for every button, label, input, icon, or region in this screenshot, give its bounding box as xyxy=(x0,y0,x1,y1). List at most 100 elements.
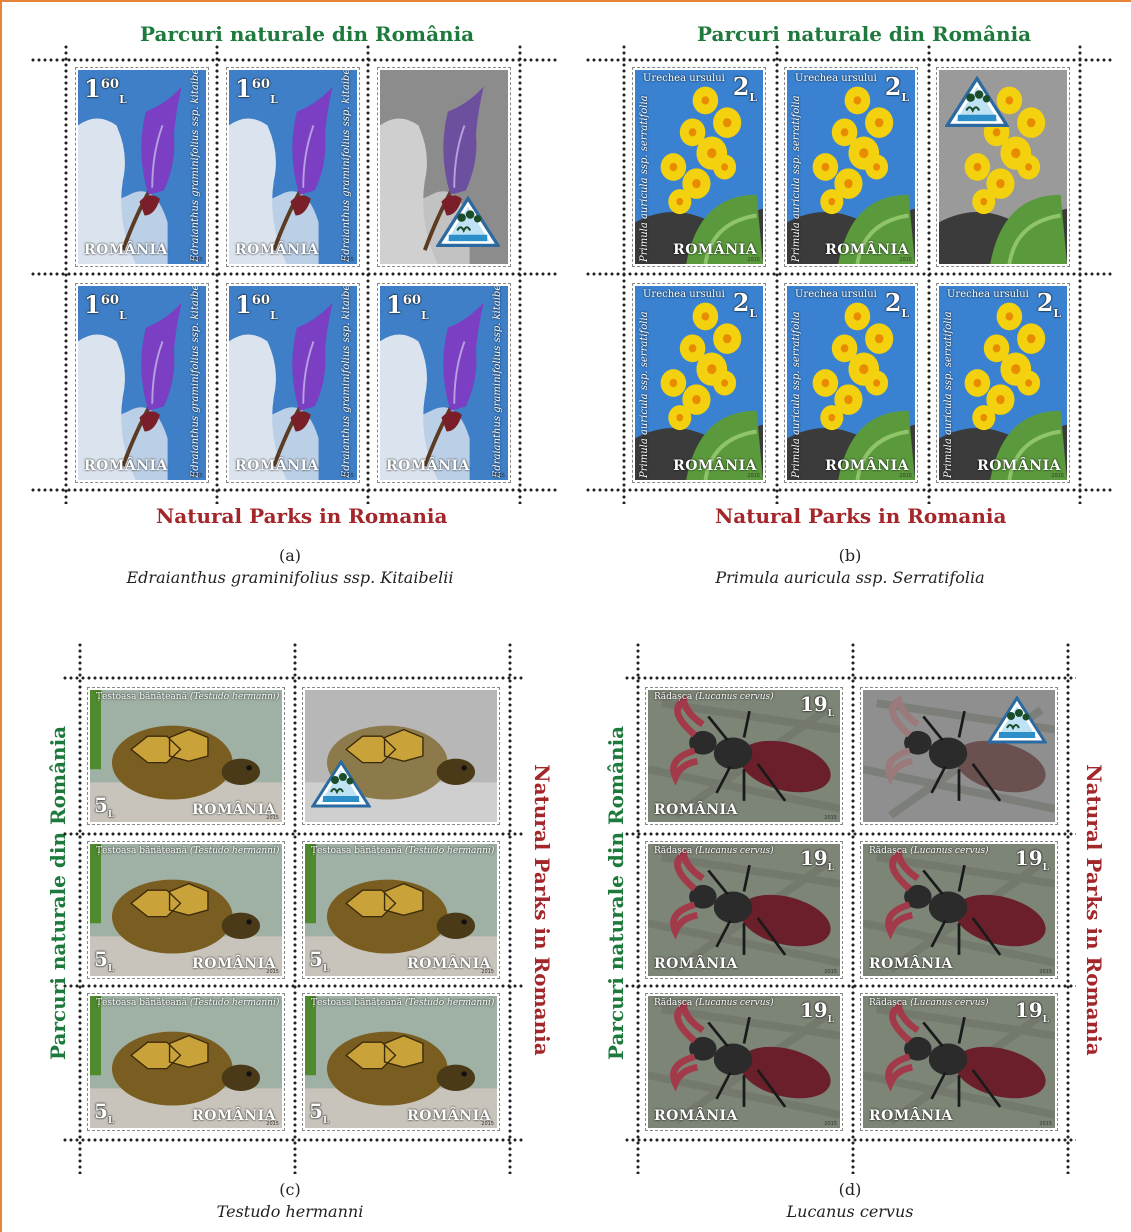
stamp-common-name: Urechea ursului xyxy=(795,73,877,84)
perforation xyxy=(518,44,522,504)
stamp-country: ROMÂNIA xyxy=(654,1108,738,1124)
stag-beetle-photo xyxy=(648,996,840,1128)
stamp-country: ROMÂNIA xyxy=(869,956,953,972)
face-value-unit: L xyxy=(119,308,127,322)
stamp: 2L ROMÂNIA Urechea ursului Primula auricula… xyxy=(784,67,918,267)
perforation xyxy=(775,44,779,504)
stamp-latin-name: (Lucanus cervus) xyxy=(695,998,774,1008)
face-value-number: 19 xyxy=(1014,846,1043,870)
stamp-face-value: 5L xyxy=(94,1099,114,1126)
stamp-common-name-text: Rădașca xyxy=(654,998,693,1008)
stamp: 5L ROMÂNIA Țestoasa bănățeană (Testudo her… xyxy=(87,841,285,979)
perforation xyxy=(78,642,82,1174)
sheet-d-title-left: Parcuri naturale din România xyxy=(604,725,628,1060)
primula-photo xyxy=(939,286,1067,480)
perforation xyxy=(366,44,370,504)
stamp-country: ROMÂNIA xyxy=(386,458,470,474)
perforation xyxy=(636,642,640,1174)
stamp-year: 2015 xyxy=(899,257,912,263)
stamp-year: 2015 xyxy=(824,815,837,821)
face-value-number: 2 xyxy=(884,288,902,317)
perforation xyxy=(585,488,1113,492)
stamp-face-value: 5L xyxy=(309,1099,329,1126)
stamp-year: 2015 xyxy=(1039,1121,1052,1127)
face-value-number: 5 xyxy=(94,1099,108,1123)
stamp-face-value: 5L xyxy=(309,947,329,974)
stamp-year: 2015 xyxy=(481,1121,494,1127)
sheet-a-title-bottom: Natural Parks in Romania xyxy=(156,504,448,528)
stamp-common-name: Țestoasa bănățeană (Testudo hermanni) xyxy=(96,846,279,856)
stamp: 2L ROMÂNIA Urechea ursului Primula auricula… xyxy=(936,283,1070,483)
stamp: 5L ROMÂNIA Țestoasa bănățeană (Testudo her… xyxy=(87,993,285,1131)
stamp-country: ROMÂNIA xyxy=(869,1108,953,1124)
stamp-year: 2015 xyxy=(190,257,203,263)
perforation xyxy=(30,272,558,276)
sheet-d-title-right: Natural Parks in Romania xyxy=(1082,764,1106,1056)
caption-letter: (c) xyxy=(279,1180,301,1199)
face-value-number: 2 xyxy=(732,288,750,317)
perforation xyxy=(624,1138,1076,1142)
stamp: 2L ROMÂNIA Urechea ursului Primula auricula… xyxy=(784,283,918,483)
sheet-a-title-top: Parcuri naturale din România xyxy=(140,22,475,46)
stamp: 5L ROMÂNIA Țestoasa bănățeană (Testudo her… xyxy=(302,841,500,979)
stamp-common-name-text: Țestoasa bănățeană xyxy=(311,846,402,856)
stamp-common-name: Țestoasa bănățeană (Testudo hermanni) xyxy=(96,692,279,702)
stamp-vertical-latin-name: Edraianthus graminifolius ssp. kitaibeli… xyxy=(492,284,503,478)
face-value-number: 5 xyxy=(309,947,323,971)
face-value-unit: L xyxy=(270,92,278,106)
stamp-latin-name: (Testudo hermanni) xyxy=(189,846,280,856)
face-value-number: 19 xyxy=(799,998,828,1022)
stamp-common-name-text: Urechea ursului xyxy=(643,73,725,84)
stamp: 19L ROMÂNIA Rădașca (Lucanus cervus) 2015 xyxy=(645,841,843,979)
face-value-number: 5 xyxy=(94,793,108,817)
tortoise-photo xyxy=(90,844,282,976)
stamp-face-value: 160L xyxy=(84,74,127,106)
face-value-number: 1 xyxy=(235,290,252,319)
stamp-vertical-latin-name: Primula auricula ssp. serratifolia xyxy=(639,95,650,262)
stamp-country: ROMÂNIA xyxy=(654,956,738,972)
stamp-face-value: 160L xyxy=(84,290,127,322)
face-value-unit: L xyxy=(827,709,834,719)
face-value-number: 19 xyxy=(799,692,828,716)
stamp-country: ROMÂNIA xyxy=(825,458,909,474)
stamp: 19L ROMÂNIA Rădașca (Lucanus cervus) 2015 xyxy=(645,687,843,825)
tortoise-photo xyxy=(305,996,497,1128)
stamp-vertical-latin-name: Primula auricula ssp. serratifolia xyxy=(791,311,802,478)
stag-beetle-photo xyxy=(863,996,1055,1128)
stamp-common-name-text: Țestoasa bănățeană xyxy=(311,998,402,1008)
face-value-unit: L xyxy=(270,308,278,322)
sheet-b-title-bottom: Natural Parks in Romania xyxy=(715,504,1007,528)
stamp-country: ROMÂNIA xyxy=(192,1108,276,1124)
stamp-common-name: Urechea ursului xyxy=(947,289,1029,300)
stamp-latin-name: (Testudo hermanni) xyxy=(189,692,280,702)
face-value-unit: L xyxy=(901,306,909,320)
stamp-year: 2015 xyxy=(341,257,354,263)
stamp-common-name-text: Urechea ursului xyxy=(643,289,725,300)
stamp-face-value: 19L xyxy=(800,692,834,719)
bellflower-photo xyxy=(78,70,206,264)
face-value-fraction: 60 xyxy=(251,293,271,308)
stamp-face-value: 19L xyxy=(800,998,834,1025)
face-value-number: 2 xyxy=(884,72,902,101)
perforation xyxy=(293,642,297,1174)
stamp-year: 2015 xyxy=(266,969,279,975)
stamp: 160L ROMÂNIA Edraianthus graminifolius ssp… xyxy=(226,283,360,483)
stamp-face-value: 2L xyxy=(1037,288,1061,320)
park-logo-icon xyxy=(944,75,1010,134)
stamp-common-name: Țestoasa bănățeană (Testudo hermanni) xyxy=(311,998,494,1008)
stamp-vertical-latin-name: Edraianthus graminifolius ssp. kitaibeli… xyxy=(341,68,352,262)
stamp-year: 2015 xyxy=(747,473,760,479)
stamp-common-name: Urechea ursului xyxy=(643,289,725,300)
stamp-year: 2015 xyxy=(190,473,203,479)
face-value-unit: L xyxy=(749,90,757,104)
stamp: 160L ROMÂNIA Edraianthus graminifolius ssp… xyxy=(75,67,209,267)
stamp: 19L ROMÂNIA Rădașca (Lucanus cervus) 2015 xyxy=(860,993,1058,1131)
face-value-number: 1 xyxy=(235,74,252,103)
primula-photo xyxy=(635,286,763,480)
stamp-common-name-text: Țestoasa bănățeană xyxy=(96,846,187,856)
stamp-common-name: Rădașca (Lucanus cervus) xyxy=(654,998,774,1008)
stamp-common-name-text: Rădașca xyxy=(869,846,908,856)
stamp-face-value: 160L xyxy=(386,290,429,322)
bellflower-photo xyxy=(380,286,508,480)
stamp-face-value: 19L xyxy=(1015,998,1049,1025)
